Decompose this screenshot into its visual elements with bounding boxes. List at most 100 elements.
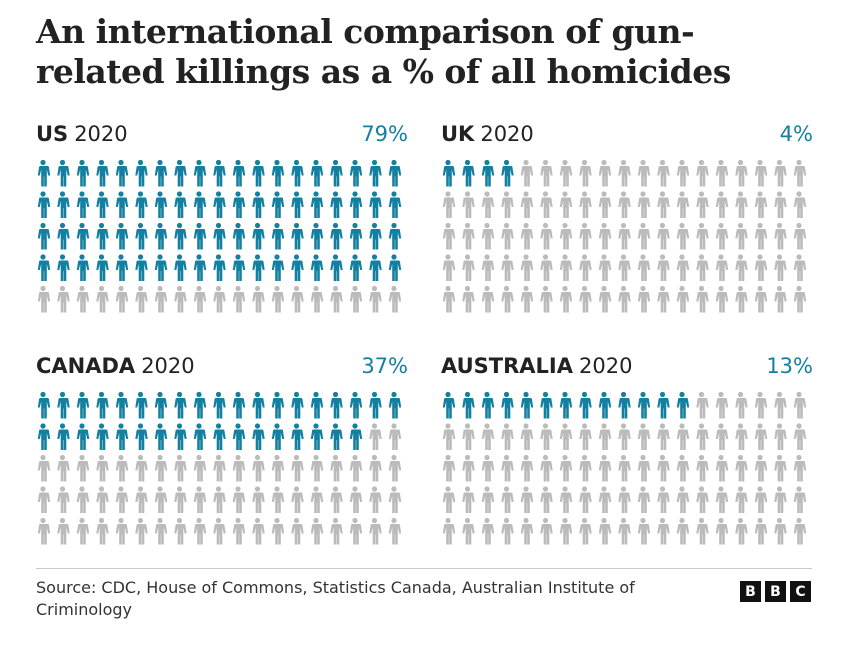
person-icon [462,423,475,450]
person-icon [232,454,246,482]
person-icon [481,423,495,450]
person-icon-highlighted [481,160,495,187]
person-icon [330,517,343,545]
person-icon-highlighted [57,423,70,450]
person-icon [774,517,787,545]
person-icon [481,285,495,313]
person-icon [442,222,456,250]
person-icon [462,222,475,250]
person-icon-highlighted [369,222,382,250]
person-icon [598,454,612,482]
person-icon [598,191,612,218]
person-icon [57,517,70,545]
person-icon [57,285,70,313]
person-icon-highlighted [462,392,475,419]
person-icon [618,191,631,218]
person-icon [598,285,612,313]
person-icon [754,160,768,187]
person-icon-highlighted [501,392,514,419]
person-icon [735,423,748,450]
person-icon [696,160,709,187]
person-icon [442,486,456,513]
person-icon [540,454,553,482]
person-icon [252,285,265,313]
person-icon [330,486,343,513]
person-icon-highlighted [213,191,226,218]
person-icon-highlighted [349,160,363,187]
person-icon [618,222,631,250]
person-icon-highlighted [37,392,51,419]
person-icon-highlighted [598,392,612,419]
person-icon [637,191,651,218]
person-icon-highlighted [271,392,285,419]
person-icon-highlighted [135,191,148,218]
person-icon [330,454,343,482]
person-icon-highlighted [193,191,207,218]
person-icon-highlighted [174,254,187,281]
person-icon [774,191,787,218]
person-icon [579,285,592,313]
person-icon [520,486,534,513]
country-label: CANADA [36,354,136,378]
person-icon [481,254,495,281]
person-icon [637,454,651,482]
person-icon-highlighted [96,254,109,281]
person-icon [37,454,51,482]
person-icon [481,454,495,482]
person-icon-highlighted [57,392,70,419]
person-icon [462,517,475,545]
bbc-logo: B B C [740,581,811,602]
person-icon [520,254,534,281]
person-icon-highlighted [310,254,324,281]
person-icon [501,454,514,482]
person-icon-highlighted [252,254,265,281]
person-icon-highlighted [96,423,109,450]
person-icon [442,285,456,313]
person-icon [540,254,553,281]
person-icon-highlighted [76,254,90,281]
person-icon [501,423,514,450]
person-icon-highlighted [388,392,402,419]
person-icon [618,486,631,513]
person-icon [579,423,592,450]
person-icon-highlighted [193,423,207,450]
person-icon [76,517,90,545]
percent-label: 79% [361,122,408,146]
person-icon-highlighted [57,254,70,281]
person-icon [540,486,553,513]
person-icon-highlighted [154,254,168,281]
person-icon [618,254,631,281]
person-icon-highlighted [369,160,382,187]
person-icon-highlighted [232,254,246,281]
person-icon [388,517,402,545]
person-icon-highlighted [57,160,70,187]
person-icon-highlighted [174,392,187,419]
person-icon [618,423,631,450]
person-icon [715,222,729,250]
person-icon [442,423,456,450]
person-icon [657,517,670,545]
person-icon [793,454,807,482]
person-icon [735,222,748,250]
person-icon [540,285,553,313]
person-icon [793,160,807,187]
person-icon-highlighted [76,392,90,419]
person-icon [715,423,729,450]
person-icon [657,254,670,281]
person-icon-highlighted [540,392,553,419]
person-icon [754,285,768,313]
person-icon [715,254,729,281]
person-icon-highlighted [115,254,129,281]
person-icon [618,517,631,545]
person-icon [793,392,807,419]
person-icon [676,254,690,281]
person-icon-highlighted [213,254,226,281]
person-icon [193,285,207,313]
panel-canada: CANADA 2020 37% [36,354,408,552]
person-icon [291,285,304,313]
person-icon [481,517,495,545]
person-icon-highlighted [271,254,285,281]
person-icon-highlighted [37,191,51,218]
person-icon [193,454,207,482]
year-label: 2020 [141,354,195,378]
